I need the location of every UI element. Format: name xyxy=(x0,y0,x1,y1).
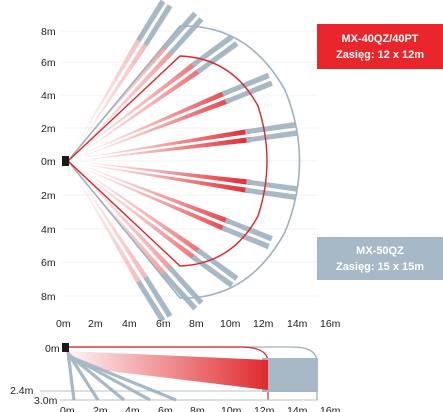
red-detection-beam xyxy=(67,90,228,161)
model-range-40qz: Zasięg: 12 x 12m xyxy=(336,49,424,61)
side-x-tick-label: 4m xyxy=(125,405,140,412)
gray-detection-beam xyxy=(161,271,198,311)
y-tick-label: 8m xyxy=(41,26,56,38)
gray-detection-beam xyxy=(246,130,298,143)
x-axis-labels: 0m 2m 4m 6m 8m 10m 12m 14m 16m xyxy=(56,318,341,330)
side-x-tick-label: 8m xyxy=(190,405,205,412)
red-detection-beam xyxy=(68,160,150,282)
gray-detection-beam xyxy=(196,248,239,281)
gray-detection-beam xyxy=(221,72,270,97)
red-detection-beam xyxy=(68,160,251,185)
model-name-50qz: MX-50QZ xyxy=(356,245,404,257)
y-tick-label: 4m xyxy=(41,90,56,102)
gray-detection-beam xyxy=(136,0,166,42)
red-detection-beam xyxy=(68,160,175,273)
x-tick-label: 10m xyxy=(220,318,241,330)
gray-detection-beam xyxy=(143,275,173,318)
gray-detection-beam xyxy=(244,187,297,201)
side-x-axis-labels: 0m 2m 4m 6m 8m 10m 12m 14m 16m xyxy=(60,405,341,412)
side-x-tick-label: 10m xyxy=(221,405,242,412)
x-tick-label: 4m xyxy=(122,318,137,330)
red-detection-beam xyxy=(68,137,251,162)
model-tag-50qz-bg xyxy=(317,237,443,280)
side-red-band xyxy=(68,351,268,390)
model-tag-40qz-bg xyxy=(317,24,443,69)
red-detection-beam xyxy=(67,35,143,161)
gray-detection-beam xyxy=(161,11,198,51)
x-tick-label: 0m xyxy=(56,318,71,330)
side-detector-icon xyxy=(62,343,69,352)
coverage-outline-50qz xyxy=(66,25,301,299)
gray-detection-beam xyxy=(244,121,297,135)
floor-beam xyxy=(67,354,177,402)
red-detection-beam xyxy=(68,160,231,225)
model-range-50qz: Zasięg: 15 x 15m xyxy=(336,261,424,273)
red-detection-beam xyxy=(67,60,198,161)
side-x-tick-label: 14m xyxy=(287,405,308,412)
detector-icon xyxy=(62,156,69,166)
red-detection-beam xyxy=(68,40,150,162)
y-tick-label: 2m xyxy=(41,123,56,135)
side-x-tick-label: 16m xyxy=(320,405,341,412)
y-tick-label: 2m xyxy=(41,190,56,202)
red-detection-beam xyxy=(67,161,228,232)
red-detection-beam xyxy=(67,128,250,161)
x-tick-label: 6m xyxy=(156,318,171,330)
model-name-40qz: MX-40QZ/40PT xyxy=(341,33,418,45)
x-tick-label: 2m xyxy=(88,318,103,330)
red-detection-beam xyxy=(67,161,143,287)
model-tag-40qz: MX-40QZ/40PT Zasięg: 12 x 12m xyxy=(317,24,443,69)
side-y-label-2-4m: 2.4m xyxy=(10,385,34,397)
red-detection-beam xyxy=(67,161,198,262)
side-y-label-0m: 0m xyxy=(45,343,60,355)
coverage-outline-40qz xyxy=(66,55,268,267)
y-tick-label: 8m xyxy=(41,291,56,303)
red-detection-beam xyxy=(68,160,203,255)
gray-detection-beam xyxy=(136,280,166,323)
side-x-tick-label: 6m xyxy=(158,405,173,412)
red-detection-beam xyxy=(67,161,250,194)
x-tick-label: 12m xyxy=(253,318,274,330)
y-tick-label: 4m xyxy=(41,224,56,236)
y-tick-label: 6m xyxy=(41,257,56,269)
y-tick-label: 6m xyxy=(41,57,56,69)
side-gray-band xyxy=(262,358,318,392)
side-floor-beams xyxy=(66,351,177,402)
x-tick-label: 16m xyxy=(320,318,341,330)
x-tick-label: 8m xyxy=(189,318,204,330)
red-detection-beam xyxy=(68,97,231,162)
side-x-tick-label: 2m xyxy=(93,405,108,412)
x-tick-label: 14m xyxy=(287,318,308,330)
red-detection-beam xyxy=(68,67,203,162)
gray-detection-beam xyxy=(246,179,298,192)
gray-detection-beam xyxy=(143,4,173,47)
floor-beam xyxy=(66,352,100,401)
y-tick-label: 0m xyxy=(41,156,56,168)
model-tag-50qz: MX-50QZ Zasięg: 15 x 15m xyxy=(317,237,443,280)
side-x-tick-label: 12m xyxy=(254,405,275,412)
y-axis-labels: 8m 6m 4m 2m 0m 2m 4m 6m 8m xyxy=(41,26,56,303)
side-view: 0m 2.4m 3.0m 0m 2m 4m 6m 8m 10m 12m 14m … xyxy=(10,343,341,412)
gray-detection-beam xyxy=(168,266,204,305)
floor-beam xyxy=(66,351,76,401)
gray-detection-beam xyxy=(221,225,270,250)
side-y-label-3-0m: 3.0m xyxy=(34,395,58,407)
red-detection-beam xyxy=(68,49,175,162)
side-x-tick-label: 0m xyxy=(60,405,75,412)
gray-detection-beam xyxy=(196,41,239,74)
